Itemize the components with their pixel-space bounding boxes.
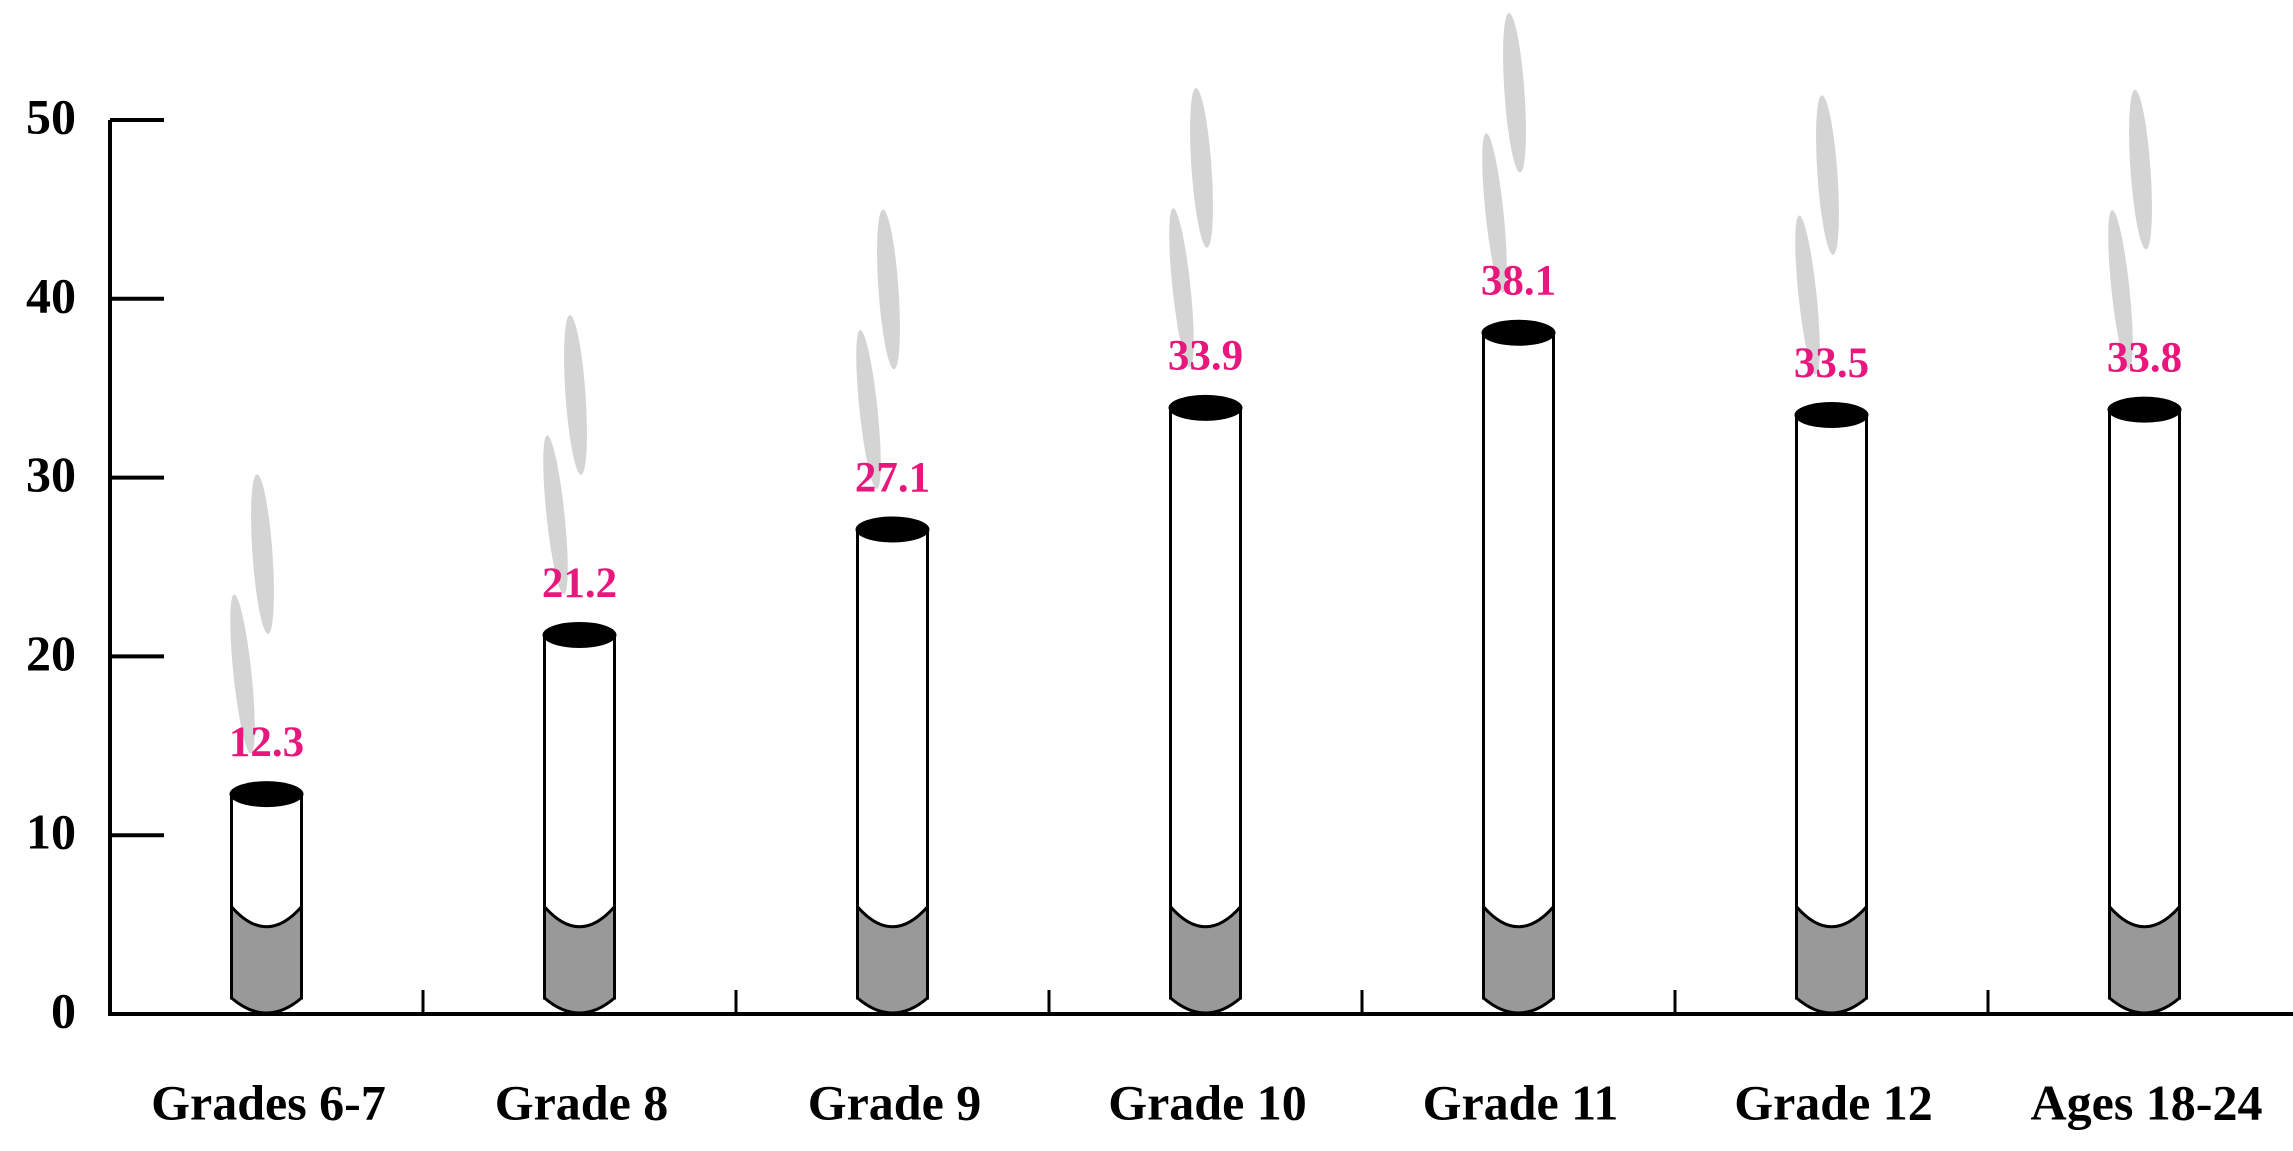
cigarette-filter [1169,902,1242,1015]
cigarette-filter [1482,902,1555,1015]
smoke [1503,12,1526,173]
x-tick-label: Grade 9 [808,1074,982,1130]
y-tick-label: 40 [26,267,76,323]
cigarette-filter [856,902,929,1015]
y-tick-label: 50 [26,88,76,144]
value-label: 33.8 [2107,335,2182,382]
cigarette-tip [542,621,617,648]
cigarette-tip [229,781,304,808]
x-tick-label: Ages 18-24 [2031,1074,2263,1130]
cigarette-filter [2108,902,2181,1015]
x-tick-label: Grade 10 [1108,1074,1307,1130]
bar [1169,406,1242,1000]
value-label: 27.1 [855,454,930,501]
smoke [2108,210,2133,370]
bar [1795,413,1868,1000]
value-label: 12.3 [229,719,304,766]
cigarette-filter [543,902,616,1015]
x-tick-label: Grade 12 [1734,1074,1933,1130]
smoke [1795,215,1820,375]
cigarette-tip [855,516,930,543]
value-label: 33.9 [1168,333,1243,380]
smoke [2129,89,2152,250]
bar [1482,331,1555,1000]
smoke [564,315,587,475]
y-tick-label: 10 [26,804,76,860]
value-label: 38.1 [1481,258,1556,305]
value-label: 33.5 [1794,340,1869,387]
smoke [251,474,274,634]
y-tick-label: 30 [26,446,76,502]
cigarette-filter [1795,902,1868,1015]
smoke [1169,208,1194,368]
bar [2108,408,2181,1000]
smoke [856,329,881,490]
cigarette-tip [2107,396,2182,423]
smoke [1190,88,1213,248]
value-label: 21.2 [542,560,617,607]
smoke [877,209,900,370]
y-tick-label: 0 [51,982,76,1038]
x-tick-label: Grade 8 [495,1074,669,1130]
y-tick-label: 20 [26,625,76,681]
cigarette-filter [230,902,303,1015]
smoke [543,435,568,595]
smoke [1482,133,1507,293]
cigarette-tip [1794,402,1869,429]
cigarette-tip [1481,319,1556,346]
cigarette-tip [1168,394,1243,421]
x-tick-label: Grades 6-7 [151,1074,386,1130]
x-tick-label: Grade 11 [1423,1074,1619,1130]
smoke [230,594,255,754]
smoke [1816,95,1839,255]
